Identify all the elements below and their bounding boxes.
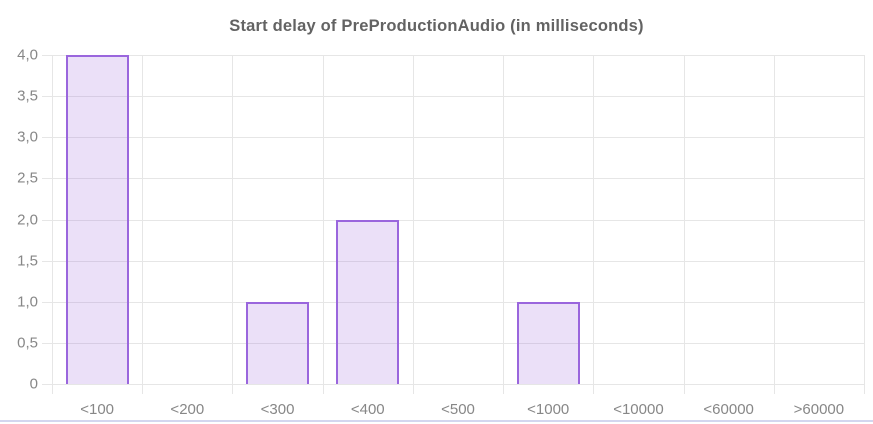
y-gridline [42, 301, 864, 303]
x-axis-tick-label: <1000 [527, 401, 570, 418]
x-axis-tick-label: <400 [350, 401, 385, 418]
y-gridline [42, 260, 864, 262]
y-gridline [42, 219, 864, 221]
bar-<400[interactable] [336, 219, 400, 384]
x-gridline [412, 55, 414, 394]
y-axis-tick-label: 2,5 [17, 169, 38, 187]
y-gridline [42, 384, 864, 385]
y-axis-tick-label: 3,5 [17, 87, 38, 105]
x-gridline [864, 55, 865, 394]
x-gridline [503, 55, 505, 394]
y-axis-tick-label: 0,5 [17, 334, 38, 352]
y-axis-tick-label: 4,0 [17, 46, 38, 64]
y-gridline [42, 342, 864, 344]
x-gridline [322, 55, 324, 394]
y-gridline [42, 178, 864, 180]
x-gridline [683, 55, 685, 394]
x-gridline [232, 55, 234, 394]
y-axis-tick-label: 3,0 [17, 128, 38, 146]
bar-<1000[interactable] [516, 301, 580, 384]
y-axis-tick-label: 0 [29, 375, 38, 393]
chart-title: Start delay of PreProductionAudio (in mi… [229, 17, 644, 35]
y-gridline [42, 96, 864, 98]
bar-<100[interactable] [65, 55, 129, 384]
bar-<300[interactable] [245, 301, 310, 384]
x-axis-tick-label: <10000 [613, 401, 664, 418]
x-axis-tick-label: <100 [80, 401, 115, 418]
x-gridline [593, 55, 595, 394]
y-axis-tick-label: 1,5 [17, 252, 38, 270]
x-axis-tick-label: >60000 [793, 401, 845, 418]
y-gridline [42, 137, 864, 139]
x-axis-tick-label: <60000 [703, 401, 754, 418]
x-gridline [52, 55, 53, 394]
x-axis-tick-label: <500 [441, 401, 475, 418]
x-axis-tick-label: <300 [260, 401, 295, 418]
x-gridline [773, 55, 775, 394]
y-axis-tick-label: 2,0 [17, 211, 38, 228]
x-axis-tick-label: <200 [170, 401, 205, 418]
y-gridline [42, 55, 864, 56]
x-gridline [142, 55, 144, 394]
bottom-divider [0, 420, 873, 422]
y-axis-tick-label: 1,0 [17, 293, 38, 311]
